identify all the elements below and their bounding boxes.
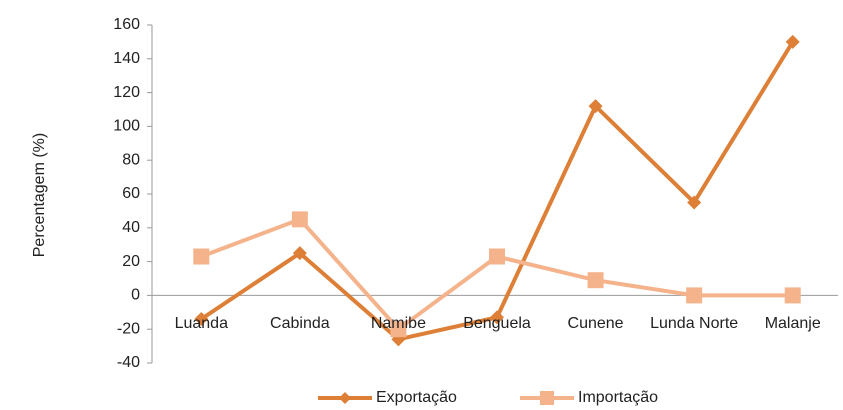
x-tick-label: Luanda — [174, 315, 228, 333]
y-tick-label: 160 — [113, 16, 140, 33]
x-tick-label: Malanje — [764, 315, 821, 333]
marker — [490, 310, 504, 325]
x-tick-label: Benguela — [463, 315, 531, 333]
marker — [784, 287, 801, 304]
x-tick-label: Lunda Norte — [650, 315, 739, 333]
legend-marker — [339, 392, 351, 404]
x-tick-label: Cabinda — [270, 315, 330, 333]
y-tick-label: 60 — [122, 185, 140, 202]
marker — [193, 248, 210, 265]
y-tick-label: -20 — [117, 320, 140, 337]
legend-marker — [540, 391, 554, 405]
x-tick-label: Namibe — [370, 315, 426, 333]
y-tick-label: -40 — [117, 354, 140, 371]
marker — [390, 321, 407, 338]
marker — [588, 99, 603, 114]
y-axis-label: Percentagem (%) — [31, 133, 48, 258]
marker — [686, 287, 703, 304]
y-tick-label: 40 — [122, 219, 140, 236]
y-tick-label: 0 — [131, 287, 140, 304]
y-tick-label: 20 — [122, 253, 140, 270]
marker — [687, 195, 702, 210]
marker — [194, 312, 209, 327]
x-tick-label: Cunene — [567, 315, 624, 333]
marker — [587, 272, 604, 289]
marker — [489, 248, 505, 265]
y-tick-label: 140 — [113, 50, 140, 67]
y-tick-label: 120 — [113, 84, 140, 101]
marker — [291, 211, 308, 228]
y-tick-label: 80 — [122, 151, 140, 168]
marker — [785, 34, 800, 49]
y-tick-label: 100 — [113, 118, 140, 135]
legend-label: Exportação — [376, 389, 457, 406]
legend-label: Importação — [578, 389, 658, 406]
marker — [292, 246, 307, 261]
